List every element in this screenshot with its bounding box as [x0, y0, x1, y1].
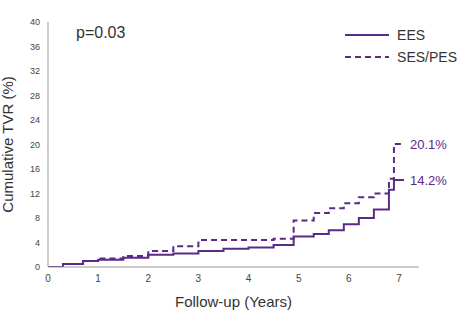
- svg-text:12: 12: [30, 189, 40, 199]
- svg-text:0: 0: [35, 262, 40, 272]
- svg-text:16: 16: [30, 164, 40, 174]
- svg-text:Follow-up (Years): Follow-up (Years): [175, 293, 292, 310]
- svg-text:24: 24: [30, 115, 40, 125]
- svg-text:20.1%: 20.1%: [410, 137, 447, 152]
- html-text:EES: EES: [397, 27, 426, 43]
- svg-text:5: 5: [296, 273, 302, 284]
- svg-text:4: 4: [35, 238, 40, 248]
- svg-text:14.2%: 14.2%: [410, 173, 447, 188]
- svg-text:7: 7: [396, 273, 402, 284]
- svg-text:6: 6: [346, 273, 352, 284]
- svg-text:36: 36: [30, 42, 40, 52]
- svg-text:1: 1: [95, 273, 101, 284]
- svg-text:20: 20: [30, 140, 40, 150]
- svg-text:3: 3: [196, 273, 202, 284]
- svg-text:28: 28: [30, 91, 40, 101]
- svg-text:4: 4: [246, 273, 252, 284]
- svg-text:40: 40: [30, 17, 40, 27]
- svg-text:2: 2: [145, 273, 151, 284]
- html-text:SES/PES: SES/PES: [397, 49, 457, 65]
- svg-text:0: 0: [45, 273, 51, 284]
- svg-text:8: 8: [35, 213, 40, 223]
- html-text:p=0.03: p=0.03: [76, 24, 126, 41]
- svg-text:32: 32: [30, 66, 40, 76]
- svg-text:Cumulative TVR (%): Cumulative TVR (%): [8, 76, 16, 212]
